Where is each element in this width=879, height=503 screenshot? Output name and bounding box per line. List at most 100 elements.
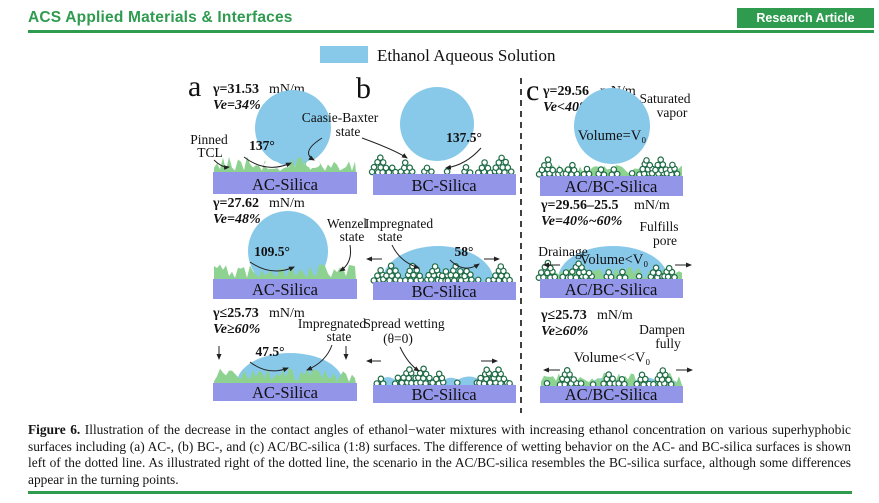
contact-angle-label: 137° bbox=[249, 138, 275, 153]
pinned-tcl-annotation: TCL bbox=[197, 145, 223, 160]
panel-a-label: a bbox=[188, 70, 201, 103]
rough-surface-texture bbox=[214, 156, 356, 173]
state-annotation: (θ=0) bbox=[383, 331, 413, 346]
contact-angle-label: 137.5° bbox=[446, 130, 482, 145]
legend-swatch bbox=[320, 46, 368, 63]
substrate-bar bbox=[540, 386, 683, 403]
panel-b-row1-cassie-baxter: BC-Silica 137.5° bbox=[368, 87, 516, 195]
dampen-fully-annotation: fully bbox=[655, 336, 681, 351]
panel-a-row3-impregnated: γ≤25.73 mN/m Ve≥60% AC-Silica 47.5° Impr… bbox=[212, 306, 366, 402]
figure-caption-label: Figure 6. bbox=[28, 422, 81, 437]
state-annotation: state bbox=[327, 329, 352, 344]
annotation-arrow bbox=[361, 137, 408, 159]
saturated-vapor-annotation: vapor bbox=[657, 105, 688, 120]
surface-tension-value: γ=29.56 bbox=[542, 84, 589, 99]
annotation-arrow bbox=[391, 244, 420, 269]
ethanol-fraction: Ve=40%~60% bbox=[541, 214, 622, 229]
substrate-bar bbox=[373, 282, 516, 300]
substrate-bar bbox=[373, 385, 516, 403]
ethanol-fraction: Ve≥60% bbox=[213, 322, 260, 337]
contact-angle-label: 58° bbox=[455, 244, 474, 259]
cassie-baxter-annotation: Caasie-Baxter state bbox=[302, 110, 408, 161]
panel-c-row1-saturated-vapor: γ=29.56 mN/m Ve<40% Saturated vapor Volu… bbox=[535, 84, 691, 196]
footer-rule bbox=[28, 491, 852, 494]
particle-surface-texture bbox=[543, 366, 675, 389]
air-pocket bbox=[306, 160, 320, 168]
article-type-badge: Research Article bbox=[737, 8, 874, 28]
contact-angle-arc bbox=[449, 259, 480, 269]
ethanol-fraction: Ve=48% bbox=[213, 212, 261, 227]
ethanol-fraction: Ve≥60% bbox=[541, 324, 588, 339]
panel-c-row2-fulfills-pore: γ=29.56–25.5 mN/m Ve=40%~60% Fulfills po… bbox=[535, 198, 692, 299]
substrate-bar bbox=[540, 176, 683, 196]
journal-title: ACS Applied Materials & Interfaces bbox=[28, 9, 293, 26]
state-annotation: Caasie-Baxter bbox=[302, 110, 379, 125]
state-annotation: Wenzel bbox=[327, 216, 367, 231]
contact-angle-arc bbox=[243, 156, 292, 168]
fulfills-pore-annotation: Fulfills bbox=[639, 219, 678, 234]
particle-surface-texture bbox=[373, 365, 513, 388]
substrate-label: AC-Silica bbox=[252, 383, 319, 402]
volume-label: Volume=V₀ bbox=[578, 128, 647, 144]
surface-tension-value: γ=27.62 bbox=[212, 196, 259, 211]
substrate-label: BC-Silica bbox=[411, 385, 477, 404]
state-annotation: state bbox=[340, 229, 365, 244]
pinned-tcl-annotation: Pinned bbox=[190, 132, 228, 147]
surface-tension-unit: mN/m bbox=[597, 308, 633, 323]
panel-b-row2-impregnated: BC-Silica Impregnated state 58° bbox=[365, 216, 516, 301]
substrate-label: BC-Silica bbox=[411, 282, 477, 301]
state-annotation: Spread wetting bbox=[363, 316, 445, 331]
surface-tension-value: γ=29.56–25.5 bbox=[540, 198, 619, 213]
rough-surface-texture bbox=[214, 368, 356, 384]
substrate-label: BC-Silica bbox=[411, 176, 477, 195]
volume-label: Volume<V₀ bbox=[580, 252, 649, 268]
drainage-annotation: Drainage bbox=[538, 244, 587, 259]
droplet bbox=[248, 211, 328, 291]
panel-a-row1-cassie-baxter: γ=31.53 mN/m Ve=34% AC-Silica 137° Pinne… bbox=[190, 82, 357, 194]
substrate-label: AC-Silica bbox=[252, 175, 319, 194]
droplet bbox=[574, 88, 650, 164]
dampen-fully-annotation: Dampen bbox=[639, 322, 685, 337]
legend-label: Ethanol Aqueous Solution bbox=[377, 46, 556, 65]
substrate-label: AC/BC-Silica bbox=[565, 280, 658, 299]
header-rule bbox=[28, 30, 874, 33]
substrate-label: AC/BC-Silica bbox=[565, 385, 658, 404]
figure-6-illustration: Ethanol Aqueous Solution a b c γ=31.53 m… bbox=[188, 46, 693, 413]
surface-tension-value: γ≤25.73 bbox=[212, 306, 259, 321]
surface-tension-unit: mN/m bbox=[269, 196, 305, 211]
ethanol-fraction: Ve=34% bbox=[213, 98, 261, 113]
figure-caption: Figure 6. Illustration of the decrease i… bbox=[28, 422, 851, 488]
state-annotation: state bbox=[336, 124, 361, 139]
droplet bbox=[255, 90, 331, 166]
rough-surface-texture bbox=[214, 264, 356, 280]
contact-angle-label: 47.5° bbox=[255, 344, 284, 359]
substrate-label: AC/BC-Silica bbox=[565, 177, 658, 196]
annotation-arrow bbox=[339, 244, 351, 272]
annotation-arrow bbox=[308, 137, 323, 161]
droplet bbox=[400, 87, 474, 161]
panel-b-label: b bbox=[356, 72, 371, 105]
substrate-bar bbox=[373, 174, 516, 195]
contact-angle-arc bbox=[445, 147, 482, 170]
panel-b-row3-spread-wetting: BC-Silica Spread wetting (θ=0) bbox=[363, 316, 516, 404]
pinned-tcl-arrow bbox=[213, 159, 230, 171]
state-annotation: Impregnated bbox=[365, 216, 433, 231]
figure-caption-text: Illustration of the decrease in the cont… bbox=[28, 422, 851, 487]
contact-angle-arc bbox=[249, 261, 295, 272]
surface-tension-unit: mN/m bbox=[269, 306, 305, 321]
surface-tension-value: γ≤25.73 bbox=[540, 308, 587, 323]
saturated-vapor-annotation: Saturated bbox=[640, 91, 691, 106]
air-pocket bbox=[410, 159, 424, 167]
substrate-bar bbox=[213, 172, 357, 194]
substrate-bar bbox=[213, 279, 357, 299]
contact-angle-arc bbox=[249, 361, 289, 373]
panel-a-row2-wenzel: γ=27.62 mN/m Ve=48% AC-Silica 109.5° Wen… bbox=[212, 196, 367, 299]
state-annotation: state bbox=[378, 229, 403, 244]
annotation-arrow bbox=[306, 344, 333, 371]
substrate-bar bbox=[540, 279, 683, 298]
panel-c-row3-dampen-fully: γ≤25.73 mN/m Ve≥60% Dampen fully Volume<… bbox=[540, 308, 693, 404]
panel-c-label: c bbox=[526, 74, 539, 107]
annotation-arrow bbox=[399, 346, 420, 372]
fulfills-pore-annotation: pore bbox=[653, 233, 677, 248]
